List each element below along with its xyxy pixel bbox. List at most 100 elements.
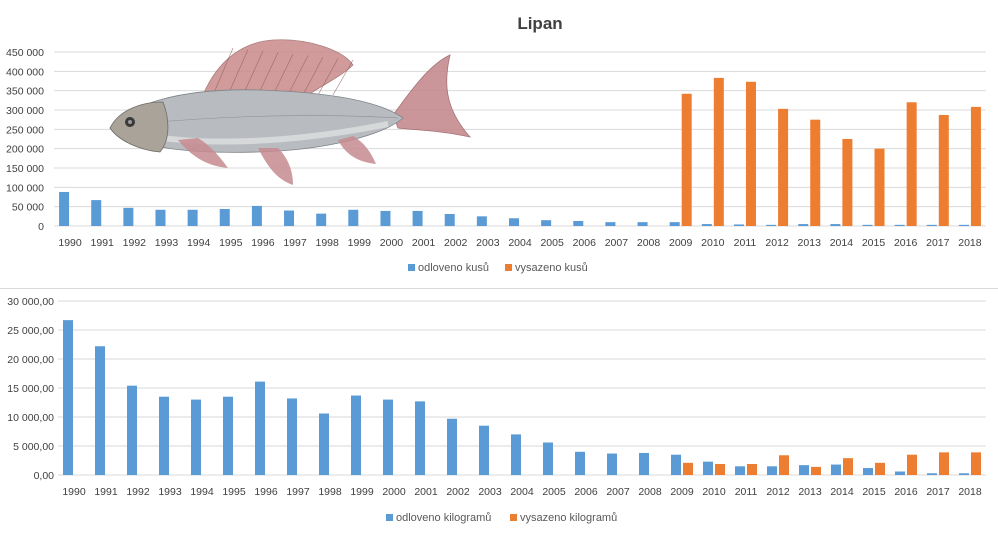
bar-caught [735, 466, 745, 475]
bar-stocked [713, 77, 724, 226]
chart-panel-kilograms: 0,00 5 000,00 10 000,00 15 000,00 20 000,00 2… [0, 289, 998, 541]
bar-caught [63, 320, 73, 475]
chart-kilograms: 0,00 5 000,00 10 000,00 15 000,00 20 000,00 2… [7, 296, 986, 524]
x-tick-label: 1995 [219, 237, 243, 249]
y-tick-label: 150 000 [6, 163, 44, 175]
x-tick-label: 2015 [862, 486, 886, 498]
bar-caught [509, 218, 519, 226]
bar-caught [383, 399, 393, 475]
x-tick-label: 2004 [508, 237, 532, 249]
bar-caught [316, 213, 327, 226]
legend-label: vysazeno kusů [515, 262, 588, 274]
x-tick-label: 2010 [702, 486, 726, 498]
x-tick-label: 2008 [637, 237, 661, 249]
bar-stocked [745, 81, 756, 226]
grayling-fish-illustration [109, 39, 472, 185]
y-tick-label: 50 000 [12, 202, 44, 214]
y-tick-label: 25 000,00 [7, 325, 54, 337]
bar-stocked [970, 106, 981, 226]
bar-caught [415, 401, 425, 475]
bar-caught [59, 191, 70, 226]
x-tick-label: 2003 [476, 237, 500, 249]
chart-pieces: 0 50 000 100 000 150 000 200 000 250 000 300 0… [6, 14, 986, 274]
bar-stocked [875, 462, 885, 475]
x-tick-label: 1999 [350, 486, 374, 498]
bar-caught [895, 471, 905, 475]
x-tick-label: 2017 [926, 237, 950, 249]
y-tick-label: 350 000 [6, 86, 44, 98]
bar-caught [511, 434, 521, 475]
x-tick-label: 1994 [187, 237, 211, 249]
x-tick-label: 1996 [254, 486, 278, 498]
bar-caught [127, 385, 137, 475]
bar-caught [219, 208, 230, 226]
bar-caught [284, 210, 295, 226]
bar-caught [447, 418, 457, 475]
bar-stocked [906, 102, 917, 226]
bar-caught [155, 209, 166, 226]
bar-stocked [683, 462, 693, 475]
x-tick-label: 2008 [638, 486, 662, 498]
bar-caught [159, 396, 169, 475]
bar-caught [862, 224, 873, 226]
bar-caught [287, 398, 297, 475]
y-tick-label: 300 000 [6, 105, 44, 117]
bar-caught [412, 210, 423, 226]
x-tick-label: 2002 [444, 237, 468, 249]
bar-stocked [778, 108, 789, 226]
bar-caught [319, 413, 329, 475]
bar-caught [767, 466, 777, 475]
bar-caught [348, 209, 359, 226]
x-tick-label: 1996 [251, 237, 275, 249]
bar-caught [575, 451, 585, 475]
bar-caught [637, 222, 648, 226]
bar-stocked [715, 463, 725, 475]
bar-caught [799, 465, 809, 475]
bar-caught [703, 461, 713, 475]
y-tick-label: 20 000,00 [7, 354, 54, 366]
bar-caught [476, 216, 487, 226]
x-tick-label: 2001 [414, 486, 438, 498]
bar-caught [479, 425, 489, 475]
x-tick-label: 1992 [123, 237, 147, 249]
y-tick-label: 5 000,00 [13, 441, 54, 453]
bar-caught [95, 346, 105, 475]
x-tick-label: 2013 [798, 237, 822, 249]
bar-caught [573, 220, 584, 226]
x-tick-label: 2000 [382, 486, 406, 498]
bar-stocked [843, 458, 853, 475]
y-tick-label: 200 000 [6, 144, 44, 156]
x-tick-label: 2010 [701, 237, 725, 249]
x-tick-label: 1994 [190, 486, 214, 498]
bar-caught [926, 224, 937, 226]
bar-caught [351, 395, 361, 475]
bar-caught [91, 200, 102, 226]
y-tick-label: 30 000,00 [7, 296, 54, 308]
x-tick-label: 1993 [155, 237, 179, 249]
x-tick-label: 2006 [573, 237, 597, 249]
x-tick-label: 1997 [283, 237, 307, 249]
x-tick-label: 1990 [58, 237, 82, 249]
y-tick-label: 250 000 [6, 124, 44, 136]
bar-caught [798, 224, 809, 226]
x-tick-label: 2005 [540, 237, 564, 249]
x-tick-label: 2002 [446, 486, 470, 498]
x-tick-label: 2006 [574, 486, 598, 498]
x-tick-label: 2005 [542, 486, 566, 498]
x-tick-label: 1993 [158, 486, 182, 498]
bar-caught [766, 224, 777, 226]
bar-stocked [971, 452, 981, 475]
bar-stocked [874, 148, 885, 226]
legend-label: odloveno kusů [418, 262, 489, 274]
bar-caught [830, 224, 841, 226]
bar-caught [831, 464, 841, 475]
bar-stocked [810, 119, 821, 226]
legend-swatch [505, 264, 512, 271]
x-tick-label: 2018 [958, 237, 982, 249]
legend-swatch [510, 514, 517, 521]
bar-caught [927, 473, 937, 475]
bar-caught [894, 224, 905, 226]
x-tick-label: 2011 [734, 237, 757, 249]
x-tick-label: 2018 [958, 486, 982, 498]
bar-caught [701, 224, 712, 226]
